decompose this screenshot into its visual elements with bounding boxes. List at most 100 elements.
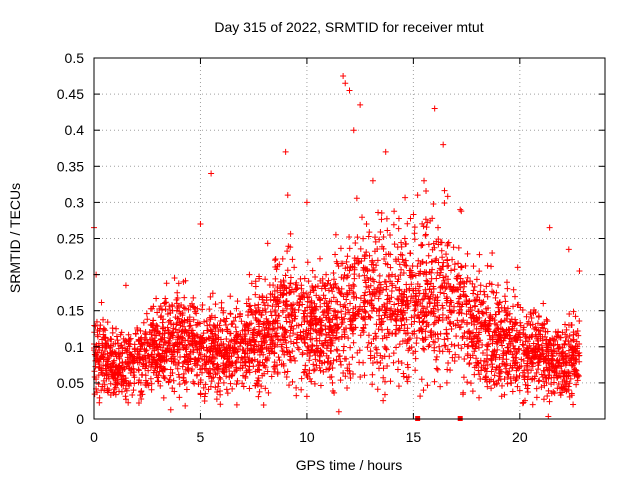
data-point [369,371,376,378]
data-point [444,257,451,264]
data-point [354,310,361,317]
data-point [223,326,230,333]
data-point [298,375,305,382]
data-point [125,399,132,406]
data-point [293,339,300,346]
data-point [351,271,358,278]
data-point [267,341,274,348]
data-point [182,346,189,353]
data-point [484,343,491,350]
data-point [402,330,409,337]
data-point [282,298,289,305]
data-point [313,335,320,342]
data-point-highlight [540,300,547,307]
data-point [489,340,496,347]
data-point [338,308,345,315]
data-point-highlight [469,343,476,350]
data-point [532,353,539,360]
data-point [457,323,464,330]
data-point [415,287,422,294]
data-point [131,380,138,387]
data-point [320,368,327,375]
data-point [108,371,115,378]
data-point [373,333,380,340]
data-point [419,242,426,249]
data-point [149,359,156,366]
data-point [110,359,117,366]
data-point [347,321,354,328]
data-point [272,307,279,314]
data-point [367,314,374,321]
data-point [333,314,340,321]
data-point [492,294,499,301]
data-point [179,310,186,317]
data-point [185,306,192,313]
data-point [304,343,311,350]
data-point [402,301,409,308]
data-point [230,318,237,325]
data-point [206,314,213,321]
data-point [565,372,572,379]
data-point [396,341,403,348]
data-point [109,329,116,336]
data-point [317,382,324,389]
data-point [433,275,440,282]
data-point [166,335,173,342]
data-point [204,327,211,334]
data-point [192,335,199,342]
data-point [519,341,526,348]
data-point [275,354,282,361]
data-point [403,316,410,323]
data-point [515,301,522,308]
data-point [271,359,278,366]
data-point [402,261,409,268]
data-point [551,368,558,375]
data-point-highlight [389,271,396,278]
data-point [115,345,122,352]
data-point [179,341,186,348]
data-point [222,322,229,329]
data-point [211,323,218,330]
data-point [350,281,357,288]
data-point [403,240,410,247]
data-point [233,381,240,388]
data-point [258,383,265,390]
data-point [573,367,580,374]
chart-title: Day 315 of 2022, SRMTID for receiver mtu… [214,19,483,35]
data-point [199,369,205,376]
data-point [541,367,548,374]
data-point [96,347,103,354]
data-point [366,288,373,295]
data-point [210,354,217,361]
data-point [143,331,150,338]
data-point [382,345,389,352]
data-point [524,388,531,395]
data-point [196,320,203,327]
data-point [471,302,478,309]
data-point [175,334,182,341]
data-point [342,311,349,318]
data-point [397,272,404,279]
data-point [238,318,245,325]
data-point [104,358,111,365]
data-point [245,296,252,303]
data-point [412,367,419,374]
data-point [576,349,583,356]
data-point [374,386,381,393]
data-point [287,244,294,251]
data-point [502,298,509,305]
data-point [550,379,557,386]
data-point [102,327,109,334]
data-point [329,364,336,371]
data-point [435,259,442,266]
data-point [333,356,340,363]
data-point [449,256,456,263]
data-point [213,364,220,371]
data-point [439,348,446,355]
data-point [327,341,334,348]
data-point [566,393,573,400]
data-point [172,326,179,333]
data-point [300,369,307,376]
data-point [416,327,423,334]
data-point [282,272,289,279]
